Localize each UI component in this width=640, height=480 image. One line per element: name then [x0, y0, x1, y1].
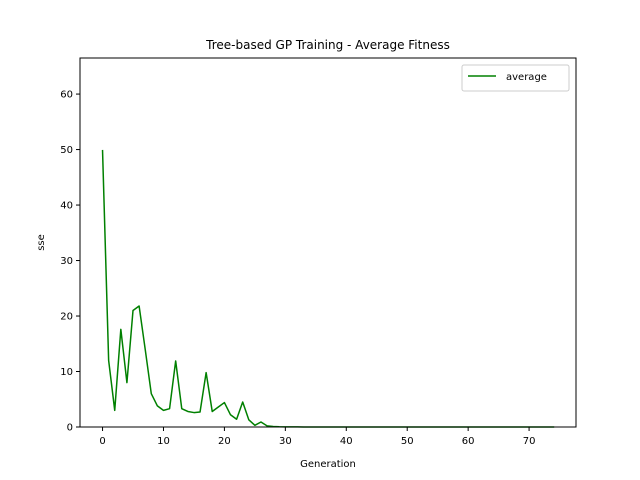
legend-label-average: average [506, 72, 547, 83]
x-tick-label: 70 [523, 436, 536, 447]
y-tick-label: 50 [60, 145, 73, 156]
x-tick-label: 0 [99, 436, 105, 447]
x-tick-label: 20 [218, 436, 231, 447]
y-tick-label: 20 [60, 312, 73, 323]
x-tick-label: 10 [157, 436, 170, 447]
x-axis-ticks: 0 10 20 30 40 50 60 70 [99, 427, 535, 447]
plot-area: 0 10 20 30 40 50 60 70 0 10 20 30 40 50 60 [60, 57, 577, 447]
x-tick-label: 60 [462, 436, 475, 447]
x-tick-label: 50 [401, 436, 414, 447]
x-tick-label: 40 [340, 436, 353, 447]
y-tick-label: 10 [60, 367, 73, 378]
legend-box [461, 64, 570, 92]
legend: average [461, 64, 570, 92]
y-axis-label: sse [36, 234, 47, 251]
axes-frame [79, 57, 577, 428]
y-tick-label: 30 [60, 256, 73, 267]
y-tick-label: 40 [60, 201, 73, 212]
y-axis-ticks: 0 10 20 30 40 50 60 [60, 90, 80, 434]
x-tick-label: 30 [279, 436, 292, 447]
chart-title: Tree-based GP Training - Average Fitness [205, 38, 450, 52]
x-axis-label: Generation [300, 459, 356, 470]
y-tick-label: 0 [67, 423, 73, 434]
y-tick-label: 60 [60, 90, 73, 101]
